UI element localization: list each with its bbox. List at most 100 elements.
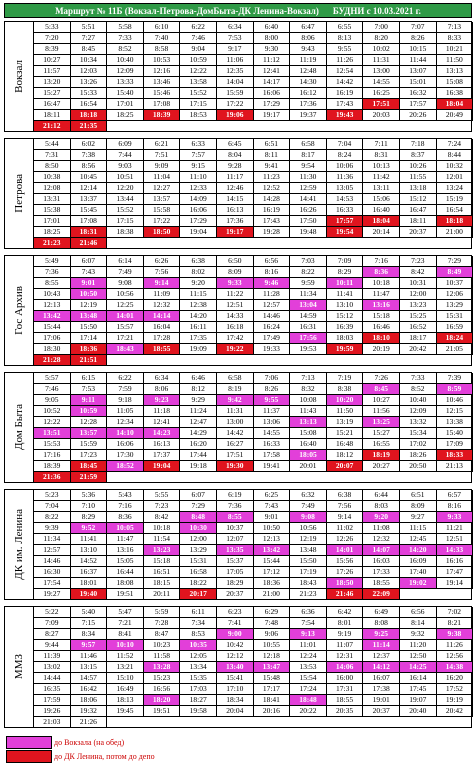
time-cell: 7:39 [436,373,474,384]
time-cell: 10:56 [290,523,327,534]
time-cell: 11:24 [180,406,217,417]
time-cell: 11:54 [143,534,181,545]
time-cell: 16:35 [34,684,71,695]
time-cell: 14:25 [400,662,437,673]
time-cell: 17:29 [253,99,291,110]
time-cell: 7:16 [363,256,400,267]
time-cell: 12:09 [400,406,437,417]
time-cell: 5:22 [34,607,71,618]
time-cell: 7:11 [363,139,400,150]
time-cell: 6:21 [143,139,181,150]
time-cell: 17:26 [326,567,364,578]
time-cell: 18:03 [326,333,364,344]
time-cell: 7:49 [107,267,144,278]
time-cell: 17:47 [436,567,474,578]
time-cell: 8:45 [363,384,400,395]
time-cell: 15:27 [363,428,400,439]
time-cell: 13:11 [363,183,400,194]
time-cell: 19:51 [143,706,181,717]
time-cell: 18:04 [436,99,474,110]
time-cell: 11:31 [217,406,254,417]
time-cell: 9:08 [107,278,144,289]
time-cell: 7:09 [34,618,71,629]
time-cell: 19:37 [290,110,327,121]
time-cell: 14:33 [217,311,254,322]
time-cell: 12:51 [217,300,254,311]
time-cell: 16:04 [143,322,181,333]
time-cell: 11:47 [107,534,144,545]
time-cell: 15:58 [143,205,181,216]
time-cell: 10:30 [180,523,217,534]
time-cell: 8:36 [363,267,400,278]
time-cell: 19:17 [217,227,254,238]
time-cell: 7:51 [143,150,181,161]
time-cell: 16:40 [363,205,400,216]
time-cell: 20:37 [400,227,437,238]
time-cell: 16:20 [436,673,474,684]
time-cell: 12:12 [217,651,254,662]
time-cell: 12:25 [107,300,144,311]
time-cell: 13:23 [143,545,181,556]
time-cell: 16:14 [400,673,437,684]
time-cell: 16:48 [326,439,364,450]
time-cell: 7:34 [180,618,217,629]
time-cell: 17:43 [326,99,364,110]
time-cell: 18:36 [70,344,108,355]
time-cell: 14:12 [363,662,400,673]
time-cell: 20:17 [180,589,217,600]
time-cell: 17:36 [217,216,254,227]
time-cell: 8:34 [70,629,108,640]
time-cell: 12:00 [400,289,437,300]
time-cell: 12:18 [253,651,291,662]
time-cell: 7:15 [70,618,108,629]
time-cell: 16:30 [34,567,71,578]
time-cell: 15:08 [436,77,474,88]
time-cell: 9:13 [290,629,327,640]
time-cell: 9:46 [253,278,291,289]
time-cell: 7:43 [253,501,291,512]
time-cell: 18:13 [107,695,144,706]
time-cell: 15:21 [326,428,364,439]
time-cell: 16:11 [180,322,217,333]
time-cell: 18:43 [290,578,327,589]
time-cell: 20:42 [400,344,437,355]
time-cell: 20:19 [363,344,400,355]
time-cell: 17:14 [70,333,108,344]
time-cell: 18:18 [70,110,108,121]
time-cell: 17:57 [400,99,437,110]
time-cell: 8:36 [107,512,144,523]
time-cell: 19:43 [326,110,364,121]
time-cell: 11:17 [217,172,254,183]
time-cell: 11:26 [436,640,474,651]
time-cell: 10:34 [70,55,108,66]
time-cell: 17:12 [253,567,291,578]
time-cell: 18:39 [34,461,71,472]
time-cell: 15:12 [400,194,437,205]
legend-label: до Вокзала (на обед) [54,738,125,747]
time-cell: 14:17 [253,77,291,88]
time-cell: 8:48 [180,512,217,523]
time-cell: 17:05 [217,567,254,578]
time-cell: 10:45 [70,172,108,183]
time-cell: 13:34 [180,662,217,673]
time-cell: 19:09 [180,344,217,355]
time-cell: 18:17 [400,333,437,344]
time-cell: 20:07 [326,461,364,472]
time-cell: 10:53 [143,55,181,66]
time-cell: 15:52 [180,88,217,99]
time-cell: 6:32 [290,490,327,501]
time-cell: 12:52 [253,183,291,194]
time-cell: 7:04 [326,139,364,150]
time-cell: 14:04 [217,77,254,88]
time-cell: 16:09 [400,556,437,567]
time-cell: 8:44 [436,150,474,161]
time-cell: 5:44 [34,139,71,150]
time-cell: 17:37 [143,450,181,461]
time-cell: 10:27 [363,395,400,406]
time-cell: 12:19 [290,534,327,545]
time-cell: 16:47 [400,205,437,216]
time-cell: 15:31 [180,556,217,567]
time-cell: 16:24 [253,322,291,333]
time-cell: 8:12 [180,384,217,395]
time-cell: 8:06 [143,384,181,395]
